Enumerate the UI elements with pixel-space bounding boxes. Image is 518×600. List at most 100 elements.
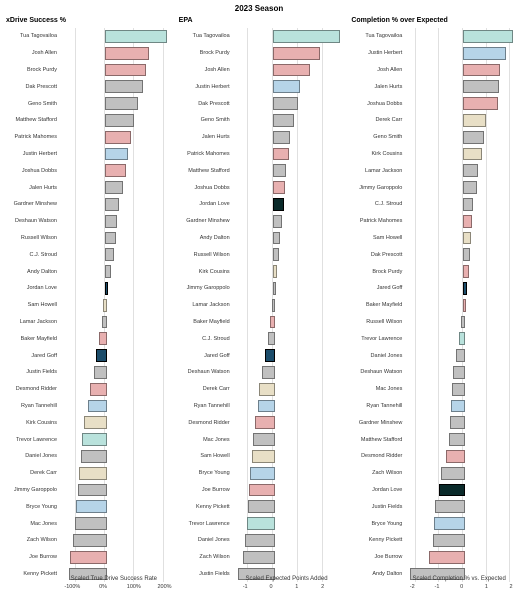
- bar-row: Patrick Mahomes: [175, 146, 344, 163]
- player-label: Dak Prescott: [347, 252, 405, 258]
- player-label: Sam Howell: [175, 453, 233, 459]
- player-label: Justin Herbert: [175, 84, 233, 90]
- player-label: Daniel Jones: [175, 537, 233, 543]
- bar-row: Lamar Jackson: [347, 162, 516, 179]
- bar-zone: [233, 398, 344, 415]
- bar: [270, 316, 275, 329]
- bar-row: Bryce Young: [347, 515, 516, 532]
- bar: [253, 433, 275, 446]
- bar-zone: [60, 95, 171, 112]
- bar-zone: [233, 364, 344, 381]
- bar: [250, 467, 275, 480]
- player-label: Joe Burrow: [175, 487, 233, 493]
- bar: [262, 366, 275, 379]
- bar: [434, 517, 465, 530]
- bar: [449, 433, 465, 446]
- bar: [463, 80, 499, 93]
- player-label: Joe Burrow: [347, 554, 405, 560]
- bar: [451, 400, 465, 413]
- bar-row: Zach Wilson: [2, 532, 171, 549]
- player-label: Josh Allen: [175, 67, 233, 73]
- bar-zone: [405, 95, 516, 112]
- bar: [105, 181, 123, 194]
- bar-zone: [233, 196, 344, 213]
- player-label: Josh Allen: [347, 67, 405, 73]
- bar-zone: [405, 465, 516, 482]
- bar-zone: [60, 347, 171, 364]
- bar: [248, 500, 275, 513]
- bar-row: Baker Mayfield: [175, 314, 344, 331]
- bar-row: Justin Fields: [347, 498, 516, 515]
- bar-row: Gardner Minshew: [347, 414, 516, 431]
- player-label: Russell Wilson: [2, 235, 60, 241]
- bar-zone: [405, 112, 516, 129]
- player-label: Lamar Jackson: [175, 302, 233, 308]
- player-label: Joshua Dobbs: [175, 185, 233, 191]
- player-label: Tua Tagovailoa: [2, 33, 60, 39]
- player-label: Matthew Stafford: [347, 437, 405, 443]
- bar: [105, 114, 134, 127]
- bar-row: Russell Wilson: [2, 230, 171, 247]
- player-label: Patrick Mahomes: [175, 151, 233, 157]
- bar-row: Desmond Ridder: [2, 381, 171, 398]
- x-tick: 2: [510, 584, 513, 590]
- bar-row: Matthew Stafford: [2, 112, 171, 129]
- bar-zone: [405, 498, 516, 515]
- player-label: Kenny Pickett: [347, 537, 405, 543]
- bar-row: Brock Purdy: [347, 263, 516, 280]
- bar-row: Geno Smith: [175, 112, 344, 129]
- player-label: Jared Goff: [2, 353, 60, 359]
- bar-zone: [60, 179, 171, 196]
- panel-2: Completion % over ExpectedTua Tagovailoa…: [345, 15, 518, 568]
- bar: [78, 484, 107, 497]
- bar-row: Derek Carr: [347, 112, 516, 129]
- bar: [429, 551, 465, 564]
- bar-row: Geno Smith: [347, 129, 516, 146]
- bar-row: Justin Herbert: [175, 78, 344, 95]
- bar: [255, 416, 275, 429]
- bar-zone: [405, 381, 516, 398]
- bar-highlighted: [463, 282, 467, 295]
- bar: [76, 500, 106, 513]
- bar: [81, 450, 107, 463]
- bar-row: Zach Wilson: [175, 549, 344, 566]
- bar-zone: [233, 78, 344, 95]
- bar: [273, 248, 279, 261]
- bar: [273, 30, 340, 43]
- bar: [99, 332, 107, 345]
- player-label: Matthew Stafford: [175, 168, 233, 174]
- bar-zone: [60, 549, 171, 566]
- player-label: Geno Smith: [347, 134, 405, 140]
- bar-row: Gardner Minshew: [175, 213, 344, 230]
- bar: [463, 215, 472, 228]
- bar: [273, 114, 294, 127]
- bar: [463, 164, 478, 177]
- player-label: Kirk Cousins: [2, 420, 60, 426]
- player-label: Patrick Mahomes: [347, 218, 405, 224]
- player-label: Jalen Hurts: [347, 84, 405, 90]
- player-label: Derek Carr: [347, 117, 405, 123]
- bar: [446, 450, 465, 463]
- bar-row: Brock Purdy: [2, 62, 171, 79]
- bars-container: Tua TagovailoaBrock PurdyJosh AllenJusti…: [175, 28, 344, 582]
- bar-row: C.J. Stroud: [347, 196, 516, 213]
- bar-zone: [60, 45, 171, 62]
- bar-zone: [60, 280, 171, 297]
- player-label: Sam Howell: [2, 302, 60, 308]
- bar-row: Lamar Jackson: [175, 297, 344, 314]
- bar-row: Tua Tagovailoa: [2, 28, 171, 45]
- bar-zone: [405, 398, 516, 415]
- panel-title: EPA: [175, 15, 344, 28]
- player-label: Sam Howell: [347, 235, 405, 241]
- player-label: Lamar Jackson: [347, 168, 405, 174]
- bar-row: Sam Howell: [2, 297, 171, 314]
- player-label: Jalen Hurts: [2, 185, 60, 191]
- player-label: Joshua Dobbs: [2, 168, 60, 174]
- player-label: Jared Goff: [347, 285, 405, 291]
- bar-row: Kirk Cousins: [347, 146, 516, 163]
- bar: [90, 383, 107, 396]
- bar: [88, 400, 106, 413]
- player-label: Bryce Young: [2, 504, 60, 510]
- bar: [456, 349, 465, 362]
- bar-row: Ryan Tannehill: [175, 398, 344, 415]
